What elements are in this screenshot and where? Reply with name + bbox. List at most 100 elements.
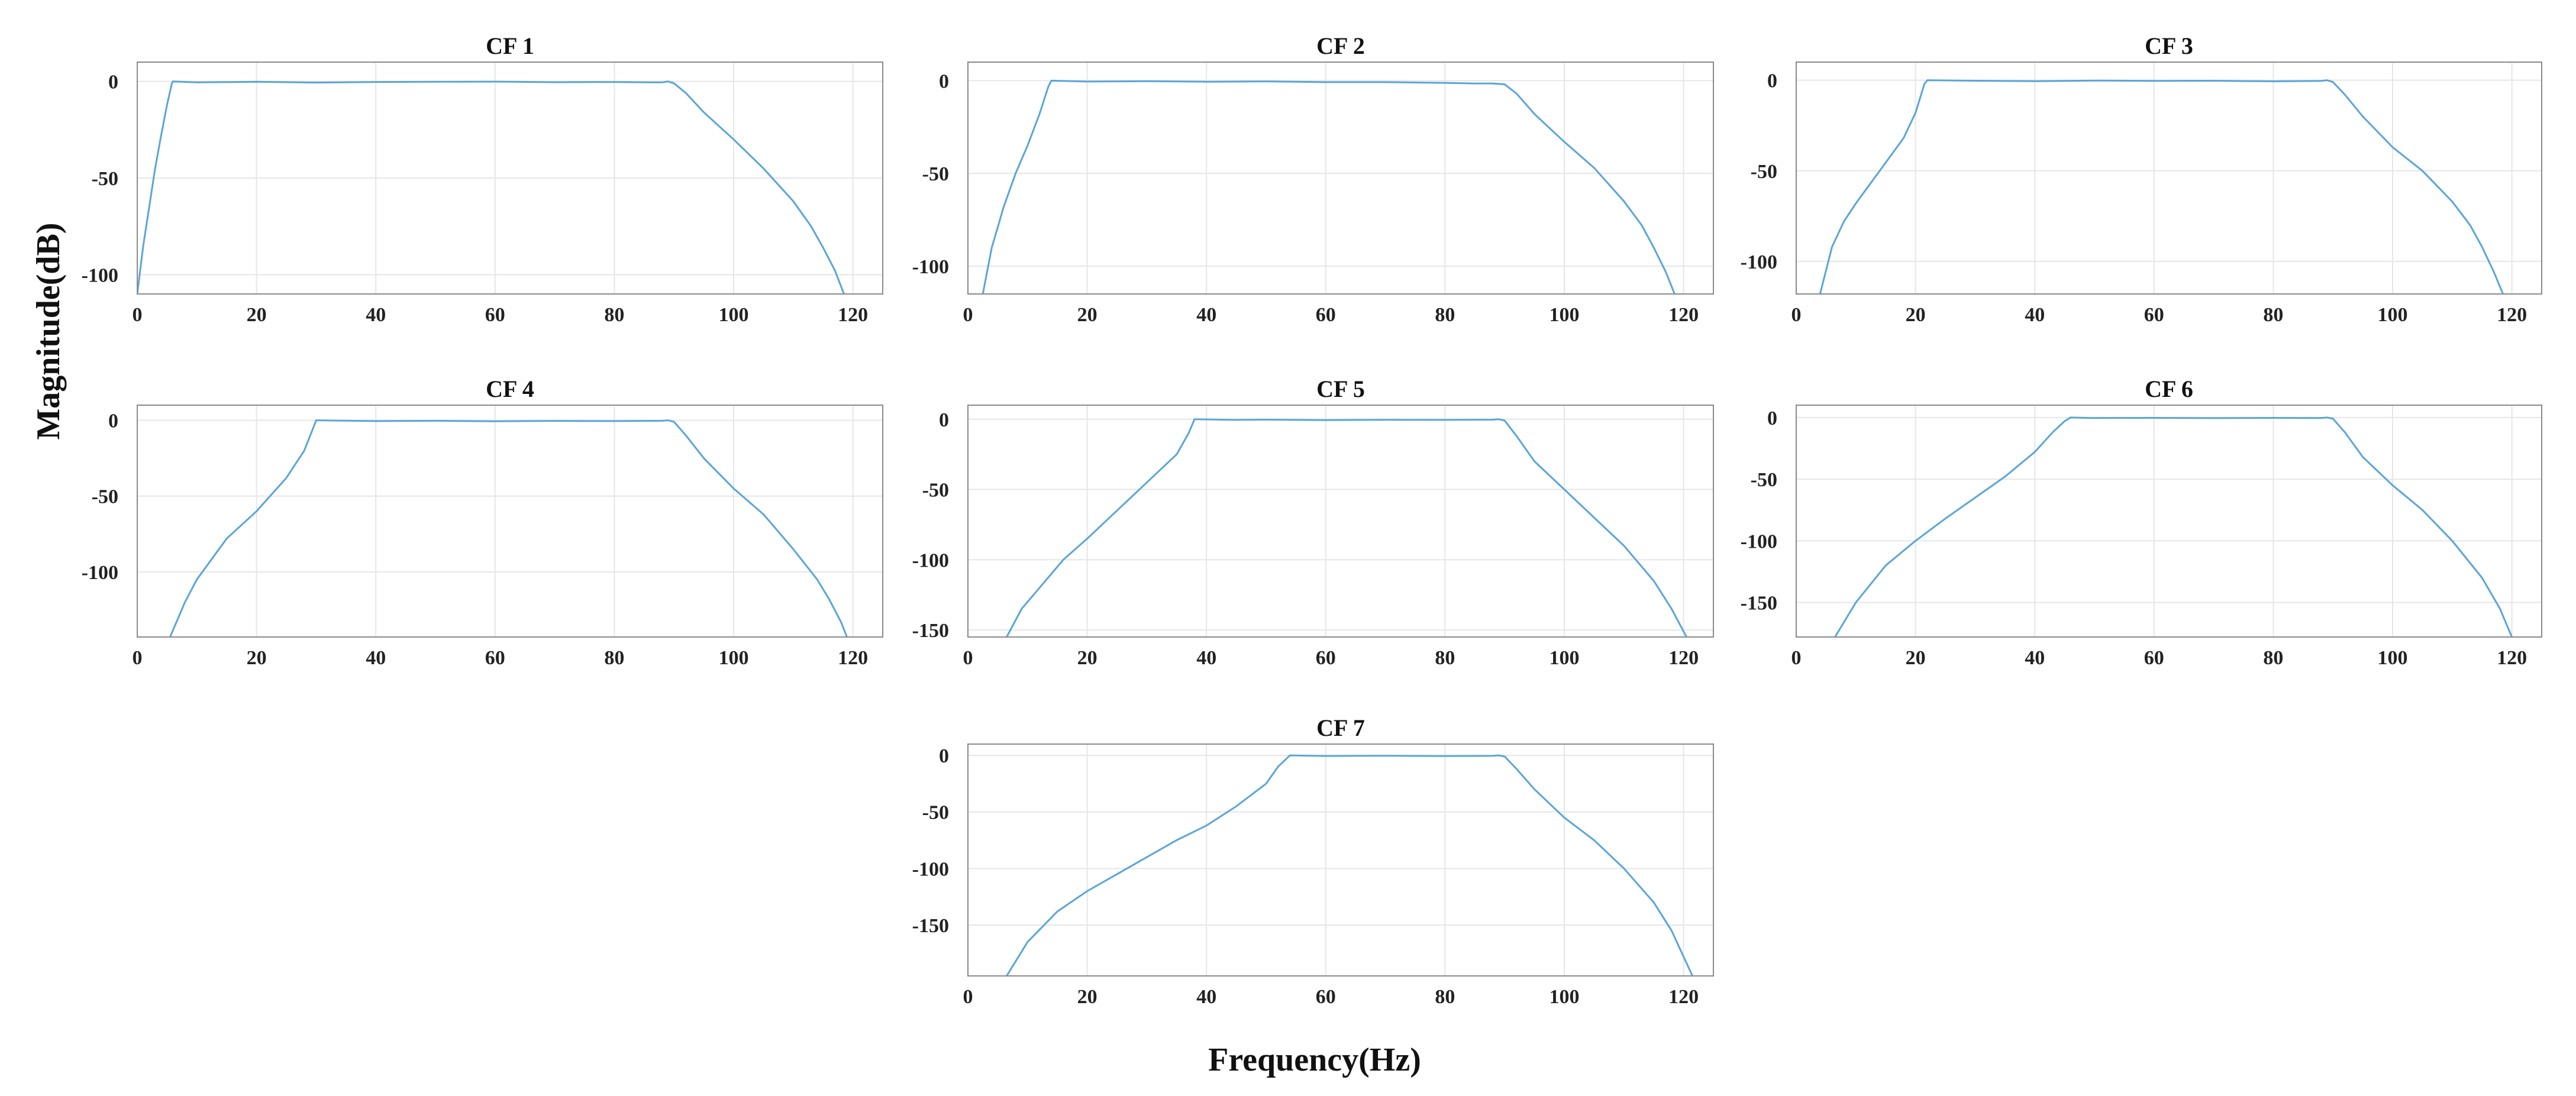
plot-frame xyxy=(137,62,883,295)
x-tick-label: 0 xyxy=(1791,647,1802,669)
x-tick-label: 120 xyxy=(838,647,868,669)
x-tick-label: 120 xyxy=(2497,304,2527,326)
x-tick-label: 0 xyxy=(133,304,143,326)
x-tick-label: 80 xyxy=(604,304,624,326)
x-tick-label: 100 xyxy=(719,647,749,669)
panel-title: CF 4 xyxy=(486,376,534,402)
y-tick-label: -50 xyxy=(922,480,949,502)
panel-title: CF 2 xyxy=(1316,33,1365,59)
x-tick-label: 60 xyxy=(1316,647,1336,669)
y-tick-label: -150 xyxy=(912,915,949,937)
x-tick-label: 80 xyxy=(2263,304,2283,326)
y-tick-label: -100 xyxy=(912,256,949,278)
x-tick-label: 80 xyxy=(1435,304,1455,326)
y-tick-label: -50 xyxy=(92,486,118,508)
magnitude-line xyxy=(137,80,845,294)
x-tick-label: 80 xyxy=(1435,647,1455,669)
x-tick-label: 100 xyxy=(719,304,749,326)
plot-frame xyxy=(137,405,883,638)
x-tick-label: 20 xyxy=(1077,304,1097,326)
x-tick-label: 40 xyxy=(366,304,386,326)
chart-panel-1: 0 20 40 60 80 100 120 0 -50 -100 CF 1 xyxy=(82,33,883,326)
x-tick-label: 80 xyxy=(604,647,624,669)
x-tick-label: 20 xyxy=(247,304,267,326)
y-axis-label: Magnitude(dB) xyxy=(30,222,67,439)
magnitude-line xyxy=(1006,418,1687,637)
x-tick-label: 120 xyxy=(1668,986,1699,1008)
y-tick-label: -100 xyxy=(912,858,949,880)
y-tick-label: -150 xyxy=(1741,593,1777,615)
x-tick-label: 0 xyxy=(963,647,973,669)
panel-title: CF 6 xyxy=(2145,376,2193,402)
chart-panel-3: 0 20 40 60 80 100 120 0 -50 -100 CF 3 xyxy=(1741,33,2542,326)
y-tick-label: -50 xyxy=(92,168,118,190)
x-tick-label: 0 xyxy=(963,986,973,1008)
x-tick-label: 100 xyxy=(2378,304,2408,326)
y-tick-label: 0 xyxy=(108,72,118,93)
x-tick-label: 120 xyxy=(1668,647,1699,669)
x-tick-label: 60 xyxy=(485,647,505,669)
x-tick-label: 20 xyxy=(1906,647,1926,669)
x-tick-label: 100 xyxy=(1550,304,1580,326)
x-tick-label: 0 xyxy=(133,647,143,669)
x-tick-label: 20 xyxy=(1906,304,1926,326)
chart-panel-5: 0 20 40 60 80 100 120 0 -50 -100 -150 CF 5 xyxy=(912,376,1714,669)
x-tick-label: 20 xyxy=(1077,986,1097,1008)
panel-title: CF 5 xyxy=(1316,376,1365,402)
chart-panel-2: 0 20 40 60 80 100 120 0 -50 -100 CF 2 xyxy=(912,33,1714,326)
chart-panel-7: 0 20 40 60 80 100 120 0 -50 -100 -150 CF 7 xyxy=(912,714,1714,1008)
plot-frame xyxy=(1796,62,2542,295)
x-tick-label: 20 xyxy=(247,647,267,669)
x-tick-label: 120 xyxy=(1668,304,1699,326)
y-tick-label: -50 xyxy=(922,163,949,185)
y-tick-label: 0 xyxy=(1767,408,1777,429)
y-tick-label: -100 xyxy=(1741,531,1777,552)
x-tick-label: 40 xyxy=(2025,647,2045,669)
y-tick-label: 0 xyxy=(939,409,949,431)
x-tick-label: 40 xyxy=(1196,304,1216,326)
y-tick-label: -50 xyxy=(922,802,949,824)
x-tick-label: 0 xyxy=(1791,304,1802,326)
y-tick-label: 0 xyxy=(939,745,949,767)
plot-frame xyxy=(1796,405,2542,638)
x-tick-label: 120 xyxy=(2497,647,2527,669)
x-tick-label: 100 xyxy=(2378,647,2408,669)
x-tick-label: 60 xyxy=(485,304,505,326)
plot-frame xyxy=(967,743,1714,977)
x-tick-label: 80 xyxy=(1435,986,1455,1008)
y-tick-label: 0 xyxy=(939,70,949,92)
y-tick-label: -100 xyxy=(912,549,949,571)
y-tick-label: -150 xyxy=(912,620,949,642)
plot-frame xyxy=(967,62,1714,295)
chart-panel-4: 0 20 40 60 80 100 120 0 -50 -100 CF 4 xyxy=(82,376,883,669)
x-tick-label: 60 xyxy=(1316,304,1336,326)
chart-panel-6: 0 20 40 60 80 100 120 0 -50 -100 -150 CF 6 xyxy=(1741,376,2542,669)
magnitude-line xyxy=(982,79,1676,294)
x-tick-label: 40 xyxy=(366,647,386,669)
plot-frame xyxy=(967,405,1714,638)
x-tick-label: 60 xyxy=(1316,986,1336,1008)
y-tick-label: 0 xyxy=(108,410,118,432)
chart-panels: 0 20 40 60 80 100 120 0 -50 -100 CF 1 0 20 40 60 80 100 1… xyxy=(82,33,2542,1008)
x-tick-label: 0 xyxy=(963,304,973,326)
panel-title: CF 3 xyxy=(2145,33,2193,59)
magnitude-line xyxy=(1006,754,1694,976)
x-tick-label: 20 xyxy=(1077,647,1097,669)
y-tick-label: -100 xyxy=(82,562,118,584)
y-tick-label: -50 xyxy=(1751,469,1777,491)
x-tick-label: 40 xyxy=(2025,304,2045,326)
x-tick-label: 40 xyxy=(1196,647,1216,669)
x-tick-label: 100 xyxy=(1550,986,1580,1008)
x-tick-label: 100 xyxy=(1550,647,1580,669)
x-tick-label: 60 xyxy=(2144,304,2164,326)
y-tick-label: -100 xyxy=(82,264,118,286)
magnitude-line xyxy=(1834,416,2513,637)
magnitude-line xyxy=(169,419,848,637)
panel-title: CF 7 xyxy=(1316,714,1365,741)
y-tick-label: 0 xyxy=(1767,70,1777,92)
x-tick-label: 60 xyxy=(2144,647,2164,669)
x-tick-label: 80 xyxy=(2263,647,2283,669)
x-axis-label: Frequency(Hz) xyxy=(1208,1042,1421,1078)
y-tick-label: -100 xyxy=(1741,251,1777,273)
